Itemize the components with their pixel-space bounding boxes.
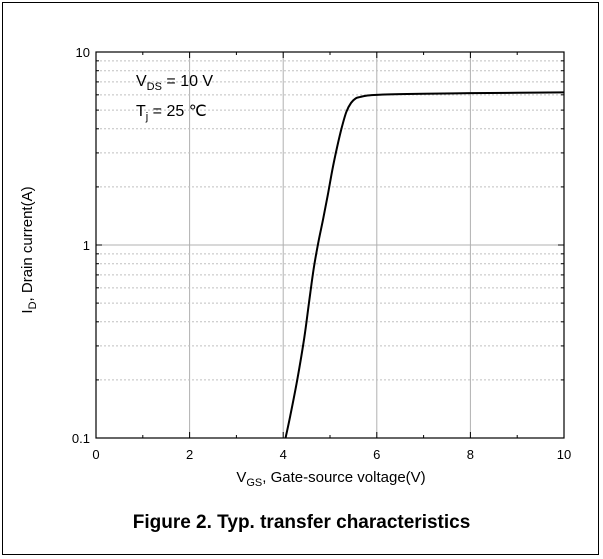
y-tick-label: 1 (83, 238, 90, 253)
x-tick-labels: 0 2 4 6 8 10 (92, 447, 571, 462)
axis-ticks (95, 52, 565, 439)
figure-frame (2, 2, 599, 555)
x-tick-label: 0 (92, 447, 99, 462)
annotation-tj-sub: j (145, 111, 148, 123)
x-axis-label-main: V (236, 469, 246, 486)
y-tick-labels: 0.1 1 10 (72, 45, 90, 446)
x-axis-label: VGS, Gate-source voltage(V) (236, 469, 425, 489)
annotation-vds-rest: = 10 V (162, 73, 213, 90)
annotation-tj: Tj = 25 ℃ (136, 103, 207, 123)
grid-lines (96, 52, 564, 438)
y-axis-label-rest: , Drain current(A) (19, 186, 36, 301)
x-axis-label-rest: , Gate-source voltage(V) (262, 469, 425, 486)
annotation-vds: VDS = 10 V (136, 73, 213, 93)
y-axis-label-main: I (19, 309, 36, 313)
annotation-vds-sub: DS (147, 81, 162, 93)
x-axis-label-sub: GS (246, 477, 262, 489)
x-tick-label: 8 (467, 447, 474, 462)
x-tick-label: 6 (373, 447, 380, 462)
x-tick-label: 2 (186, 447, 193, 462)
annotation-tj-rest: = 25 ℃ (148, 103, 206, 120)
x-tick-label: 4 (280, 447, 287, 462)
x-tick-label: 10 (557, 447, 571, 462)
figure-caption: Figure 2. Typ. transfer characteristics (132, 512, 471, 533)
y-tick-label: 10 (76, 45, 90, 60)
annotation-vds-main: V (136, 73, 147, 90)
y-axis-label-sub: D (27, 301, 39, 309)
y-tick-label: 0.1 (72, 431, 90, 446)
series-line-id (284, 91, 565, 439)
y-axis-label: ID, Drain current(A) (19, 186, 39, 313)
annotation-tj-main: T (136, 103, 146, 120)
